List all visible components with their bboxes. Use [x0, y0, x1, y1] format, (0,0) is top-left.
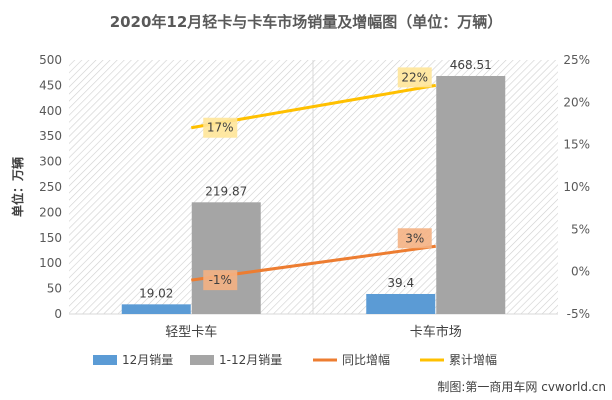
y-tick-label: 150	[39, 231, 62, 245]
y2-tick-label: 5%	[571, 222, 590, 236]
y-axis-label: 单位：万辆	[10, 157, 25, 217]
bar-data-label: 219.87	[205, 184, 247, 198]
bar	[366, 293, 436, 314]
bar	[121, 304, 191, 314]
line-group: -1% 3% 17% 22%	[190, 67, 437, 291]
line-data-label: 3%	[405, 231, 424, 245]
legend-label: 1-12月销量	[219, 353, 282, 367]
line-label-box	[203, 270, 238, 291]
bar-data-label: 39.4	[387, 276, 414, 290]
line-data-label: 22%	[401, 70, 428, 84]
y2-tick-label: 15%	[563, 138, 590, 152]
y2-tick-label: 20%	[563, 95, 590, 109]
chart-credit: 制图:第一商用车网 cvworld.cn	[437, 379, 606, 394]
left-axis-ticks: 0 50 100 150 200 250 300 350 400 450 500	[39, 53, 62, 321]
legend-swatch	[190, 355, 214, 365]
y2-tick-label: 25%	[563, 53, 590, 67]
category-label: 卡车市场	[410, 324, 462, 340]
category-label: 轻型卡车	[165, 324, 217, 340]
line-data-label: -1%	[209, 273, 232, 287]
legend-swatch	[93, 355, 117, 365]
legend-label: 累计增幅	[449, 352, 497, 367]
y-tick-label: 500	[39, 53, 62, 67]
y-tick-label: 350	[39, 129, 62, 143]
line-label-box	[397, 228, 432, 249]
y-tick-label: 400	[39, 104, 62, 118]
y2-tick-label: 10%	[563, 180, 590, 194]
y2-tick-label: 0%	[571, 265, 590, 279]
legend-label: 12月销量	[122, 353, 173, 367]
y-tick-label: 50	[47, 282, 62, 296]
y-tick-label: 300	[39, 155, 62, 169]
bar	[191, 202, 261, 314]
category-labels: 轻型卡车 卡车市场	[165, 324, 462, 340]
y-tick-label: 450	[39, 78, 62, 92]
y2-tick-label: -5%	[567, 307, 590, 321]
bar-data-label: 19.02	[139, 286, 173, 300]
y-tick-label: 250	[39, 180, 62, 194]
bar-data-label: 468.51	[450, 58, 492, 72]
y-tick-label: 100	[39, 256, 62, 270]
right-axis-ticks: -5% 0% 5% 10% 15% 20% 25%	[563, 53, 590, 321]
y-tick-label: 200	[39, 205, 62, 219]
legend-label: 同比增幅	[342, 352, 390, 367]
bar	[436, 75, 506, 314]
line-label-box	[397, 67, 432, 88]
line-label-box	[203, 117, 238, 138]
line-data-label: 17%	[207, 121, 234, 135]
legend: 12月销量 1-12月销量 同比增幅 累计增幅	[93, 352, 497, 367]
y-tick-label: 0	[54, 307, 62, 321]
chart-title: 2020年12月轻卡与卡车市场销量及增幅图（单位：万辆）	[110, 13, 503, 31]
bar-group: 19.02 219.87 39.4 468.51	[121, 58, 506, 314]
